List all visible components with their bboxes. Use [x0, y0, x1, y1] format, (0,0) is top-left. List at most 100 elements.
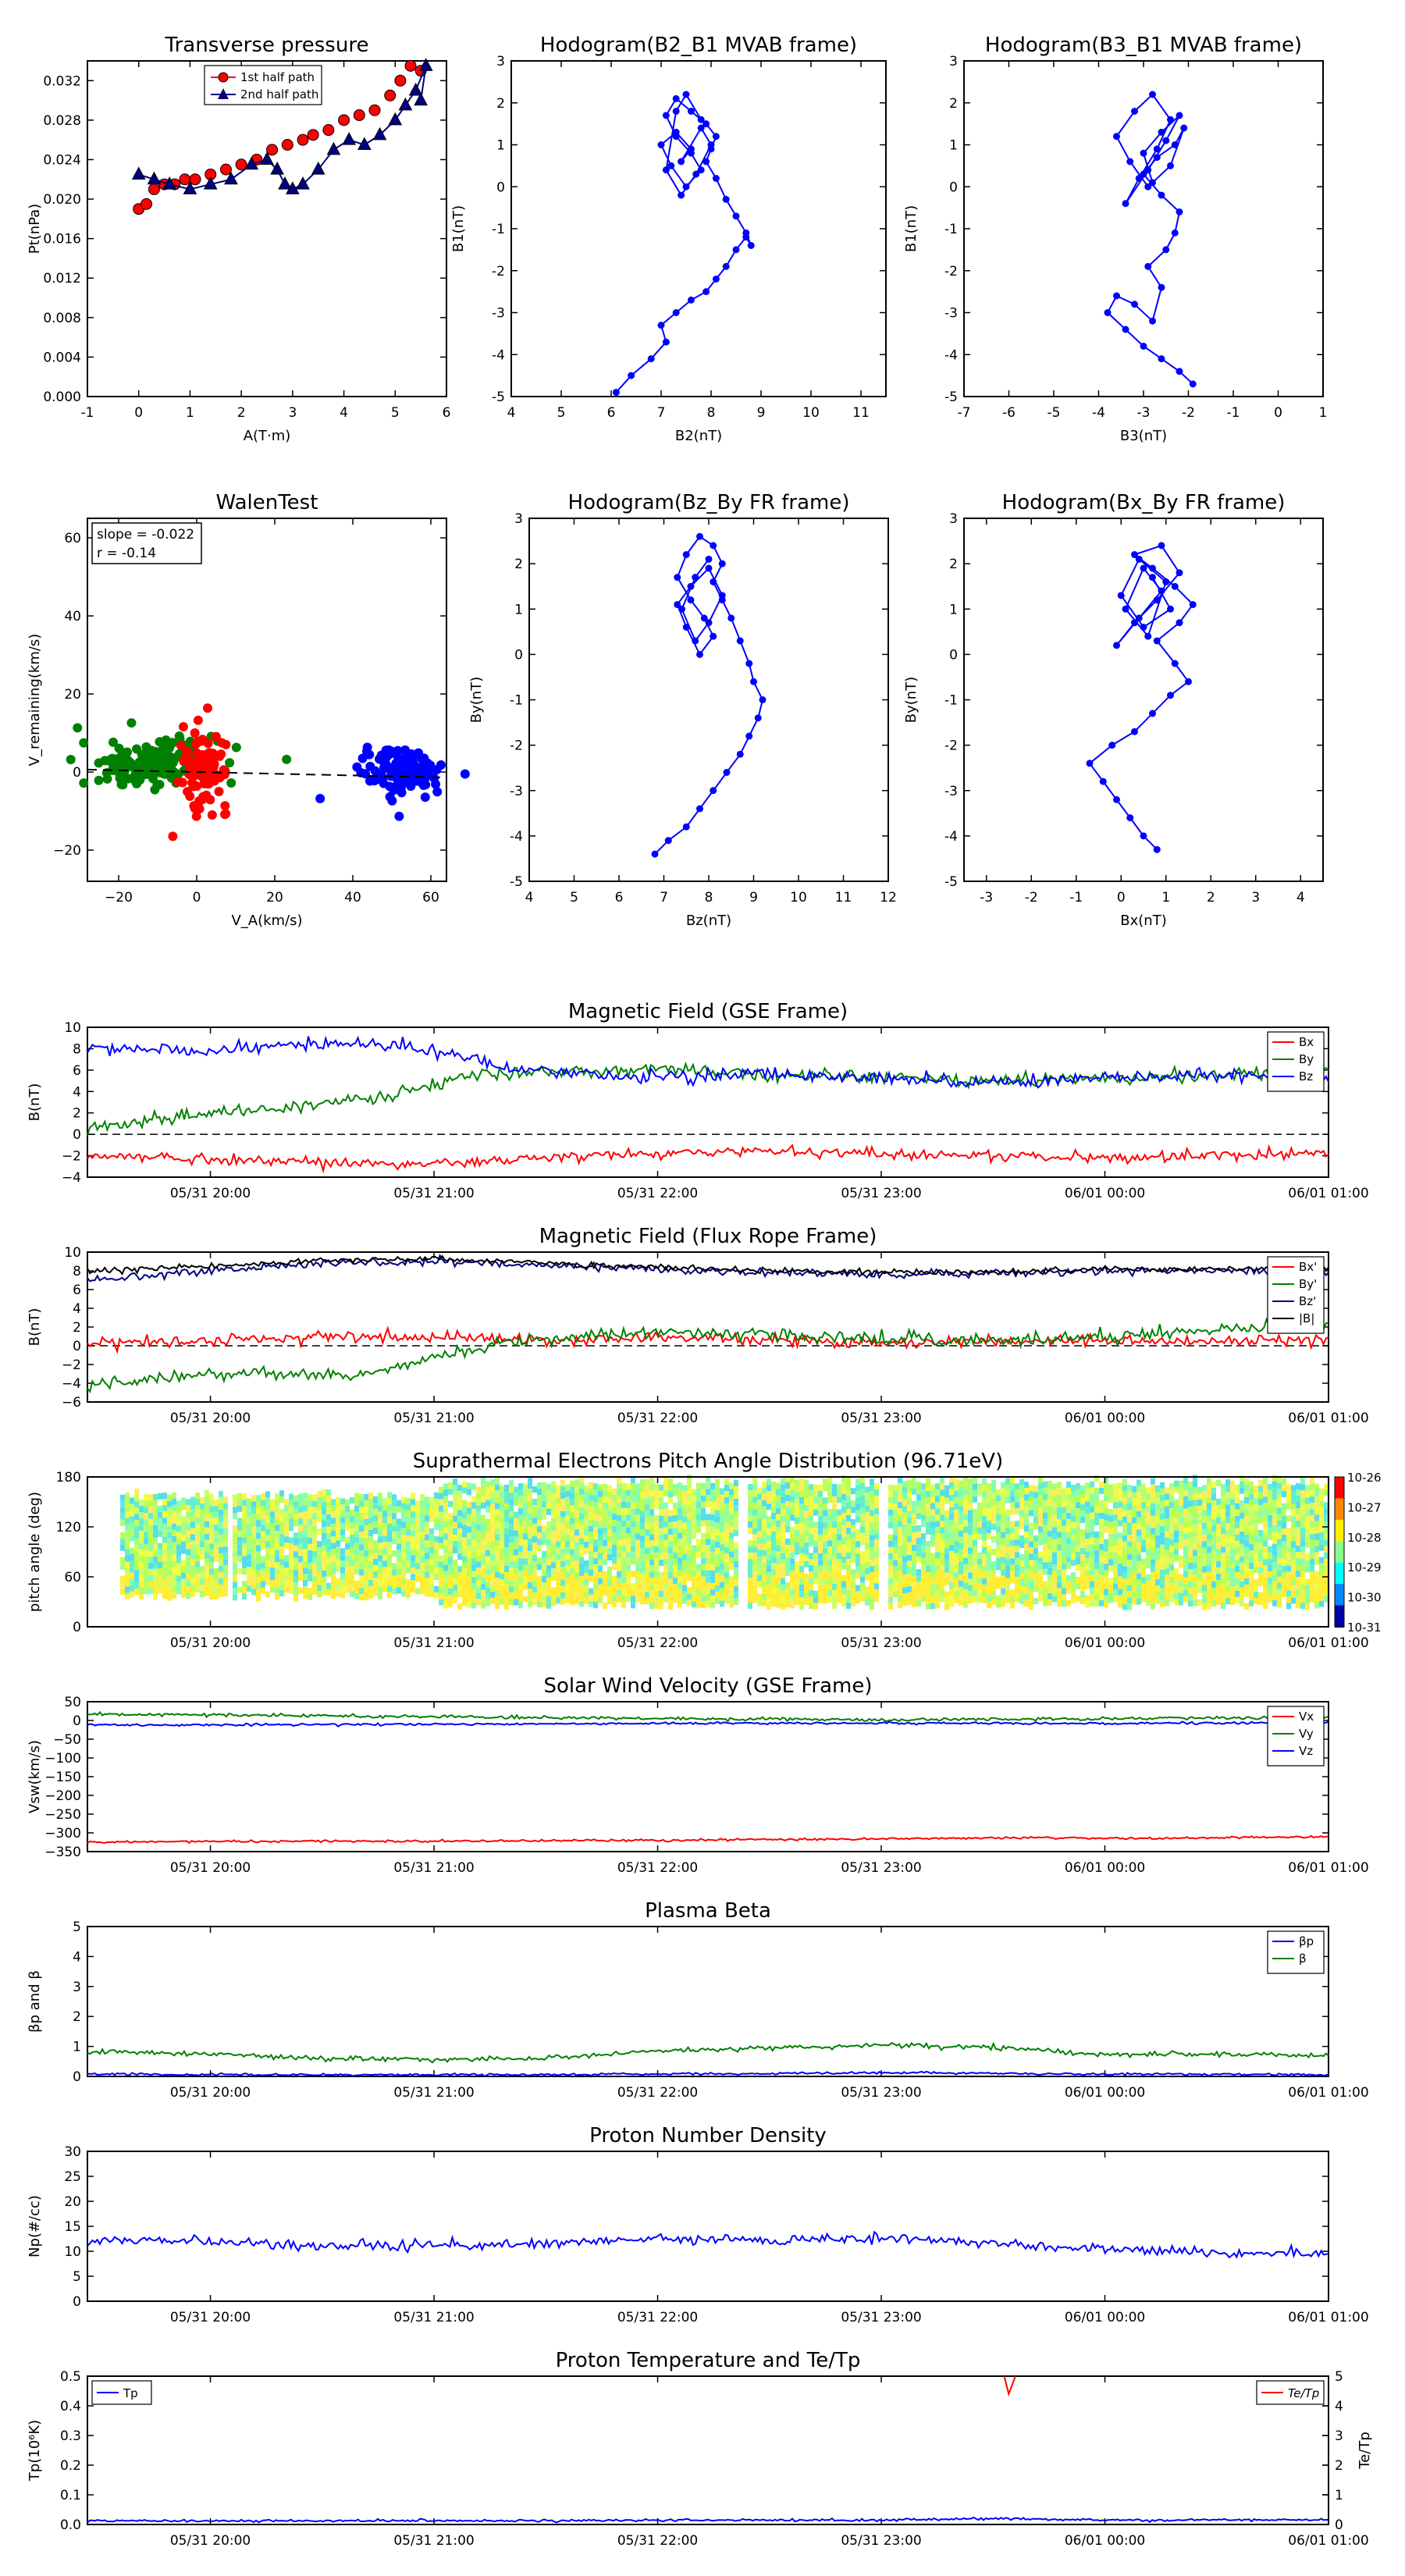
- transverse-pressure-xtick-label: 3: [288, 405, 297, 421]
- transverse-pressure-point-circle: [297, 133, 309, 146]
- walen-test-xtick-label: −20: [105, 890, 133, 906]
- transverse-pressure-point-circle: [384, 89, 397, 101]
- hodogram-b2-b1-point: [662, 112, 670, 119]
- walen-point-green: [231, 742, 241, 753]
- hodogram-b3-b1-point: [1126, 158, 1134, 165]
- hodogram-b3-b1-point: [1176, 112, 1183, 119]
- walen-point-blue: [387, 795, 397, 806]
- hodogram-b2-b1-point: [697, 124, 705, 132]
- hodogram-b3-b1-xtick-label: -7: [958, 405, 971, 421]
- transverse-pressure-ytick-label: 0.000: [43, 390, 81, 405]
- transverse-pressure-point-triangle: [260, 151, 274, 165]
- hodogram-b3-b1-ytick-label: 3: [949, 54, 958, 69]
- hodogram-b2-b1-ytick-label: 0: [496, 180, 505, 195]
- hodogram-b3-b1-point: [1135, 175, 1143, 182]
- walen-point-green: [165, 743, 175, 753]
- hodogram-b3-b1-point: [1162, 246, 1170, 254]
- hodogram-b2-b1-point: [712, 175, 720, 182]
- walen-test-ytick-label: 20: [64, 687, 81, 703]
- hodogram-b2-b1-point: [672, 94, 680, 102]
- hodogram-b3-b1-point: [1162, 137, 1170, 144]
- walen-point-green: [151, 746, 161, 756]
- hodogram-b3-b1-point: [1144, 166, 1152, 174]
- transverse-pressure-xtick-label: 5: [391, 405, 400, 421]
- hodogram-b2-b1-point: [662, 166, 670, 174]
- hodogram-b3-b1-point: [1176, 368, 1183, 375]
- hodogram-b2-b1-ytick-label: 2: [496, 96, 505, 112]
- walen-point-red: [168, 831, 178, 841]
- transverse-pressure-ytick-label: 0.032: [43, 73, 81, 89]
- transverse-pressure-point-triangle: [408, 82, 423, 96]
- hodogram-b3-b1-title: Hodogram(B3_B1 MVAB frame): [985, 34, 1302, 57]
- hodogram-b3-b1-point: [1167, 116, 1174, 123]
- transverse-pressure-point-triangle: [224, 171, 238, 185]
- walen-point-green: [79, 778, 89, 788]
- pt-legend-marker-2: [218, 88, 229, 99]
- hodogram-b3-b1-xtick-label: -2: [1182, 405, 1195, 421]
- transverse-pressure-point-triangle: [342, 132, 356, 145]
- hodogram-b3-b1-xlabel: B3(nT): [1120, 428, 1167, 444]
- hodogram-b2-b1-xtick-label: 4: [507, 405, 516, 421]
- transverse-pressure-point-circle: [353, 109, 365, 122]
- transverse-pressure-point-triangle: [388, 112, 403, 126]
- walen-point-green: [136, 759, 146, 769]
- hodogram-b2-b1-title: Hodogram(B2_B1 MVAB frame): [540, 34, 857, 57]
- hodogram-b2-b1-point: [662, 338, 670, 346]
- walen-point-green: [282, 754, 292, 764]
- walen-test-ytick-label: 60: [64, 531, 81, 546]
- hodogram-b2-b1-point: [697, 116, 705, 123]
- transverse-pressure-point-triangle: [147, 171, 162, 185]
- transverse-pressure-point-circle: [235, 158, 247, 171]
- hodogram-b2-b1-ylabel: B1(nT): [450, 205, 467, 252]
- hodogram-b2-b1-point: [667, 162, 675, 169]
- hodogram-b3-b1-point: [1158, 191, 1165, 199]
- walen-point-green: [73, 723, 83, 733]
- transverse-pressure-point-circle: [338, 114, 350, 126]
- transverse-pressure-ytick-label: 0.024: [43, 152, 81, 168]
- transverse-pressure-group: Transverse pressure-1 0 1 2 3 4 5 60.0000.0040.…: [27, 34, 450, 444]
- transverse-pressure-point-triangle: [244, 156, 259, 170]
- walen-point-red: [192, 748, 202, 758]
- hodogram-b3-b1-point: [1144, 262, 1152, 270]
- walen-point-red: [185, 792, 195, 802]
- walen-point-red: [221, 739, 231, 749]
- hodogram-b2-b1-point: [672, 128, 680, 136]
- walen-point-red: [204, 758, 214, 768]
- walen-test-ytick-label: 0: [73, 765, 81, 781]
- transverse-pressure-point-circle: [368, 104, 381, 116]
- walen-point-green: [155, 737, 165, 747]
- transverse-pressure-point-circle: [189, 173, 201, 186]
- transverse-pressure-xtick-label: 1: [186, 405, 194, 421]
- transverse-pressure-point-circle: [404, 59, 417, 72]
- transverse-pressure-point-circle: [219, 163, 232, 176]
- hodogram-b3-b1-point: [1180, 124, 1188, 132]
- transverse-pressure-ytick-label: 0.020: [43, 192, 81, 208]
- walen-point-red: [204, 748, 214, 758]
- hodogram-b3-b1-point: [1104, 309, 1112, 316]
- walen-test-ylabel: V_remaining(km/s): [27, 634, 43, 767]
- hodogram-b3-b1-point: [1140, 149, 1147, 157]
- hodogram-b2-b1-point: [657, 322, 665, 329]
- walen-point-red: [194, 804, 205, 814]
- hodogram-b2-b1-ytick-label: -5: [492, 390, 505, 405]
- transverse-pressure-ytick-label: 0.016: [43, 232, 81, 247]
- transverse-pressure-point-triangle: [372, 126, 387, 141]
- hodogram-b2-b1-point: [628, 372, 635, 379]
- walen-point-green: [108, 737, 119, 747]
- hodogram-b3-b1-xtick-label: -5: [1048, 405, 1061, 421]
- hodogram-b2-b1-ytick-label: -3: [492, 306, 505, 322]
- hodogram-b3-b1-xtick-label: -3: [1137, 405, 1151, 421]
- transverse-pressure-xtick-label: 0: [134, 405, 143, 421]
- walen-point-green: [132, 778, 142, 788]
- transverse-pressure-point-triangle: [418, 58, 433, 71]
- walen-point-blue: [315, 794, 325, 804]
- walen-point-green: [137, 749, 147, 760]
- hodogram-b2-b1-ytick-label: -1: [492, 222, 505, 237]
- hodogram-b2-b1-point: [732, 212, 740, 220]
- walen-point-green: [100, 756, 110, 766]
- hodogram-b3-b1-point: [1153, 145, 1161, 153]
- hodogram-b2-b1-xtick-label: 7: [657, 405, 666, 421]
- hodogram-b2-b1-ytick-label: -2: [492, 264, 505, 279]
- walen-point-red: [193, 715, 203, 725]
